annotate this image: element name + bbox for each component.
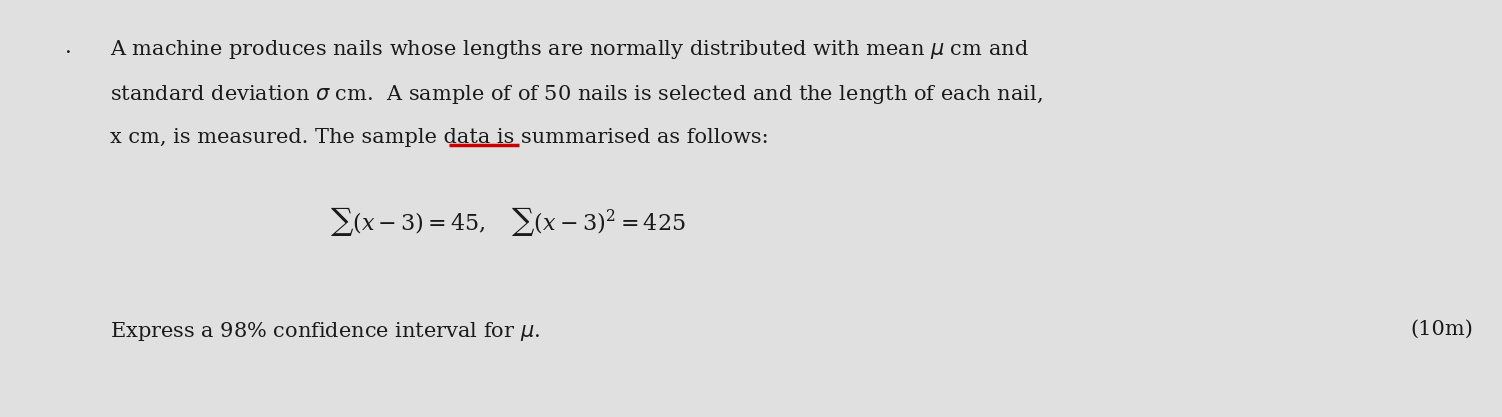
Text: A machine produces nails whose lengths are normally distributed with mean $\mu$ : A machine produces nails whose lengths a… <box>110 38 1029 61</box>
Text: standard deviation $\sigma$ cm.  A sample of of 50 nails is selected and the len: standard deviation $\sigma$ cm. A sample… <box>110 83 1042 106</box>
Text: $\sum(x-3)=45,$   $\sum(x-3)^2 = 425$: $\sum(x-3)=45,$ $\sum(x-3)^2 = 425$ <box>330 205 686 238</box>
Text: Express a 98% confidence interval for $\mu$.: Express a 98% confidence interval for $\… <box>110 320 541 343</box>
Text: .: . <box>65 38 72 57</box>
Text: (10m): (10m) <box>1410 320 1473 339</box>
Text: x cm, is measured. The sample data is summarised as follows:: x cm, is measured. The sample data is su… <box>110 128 769 147</box>
